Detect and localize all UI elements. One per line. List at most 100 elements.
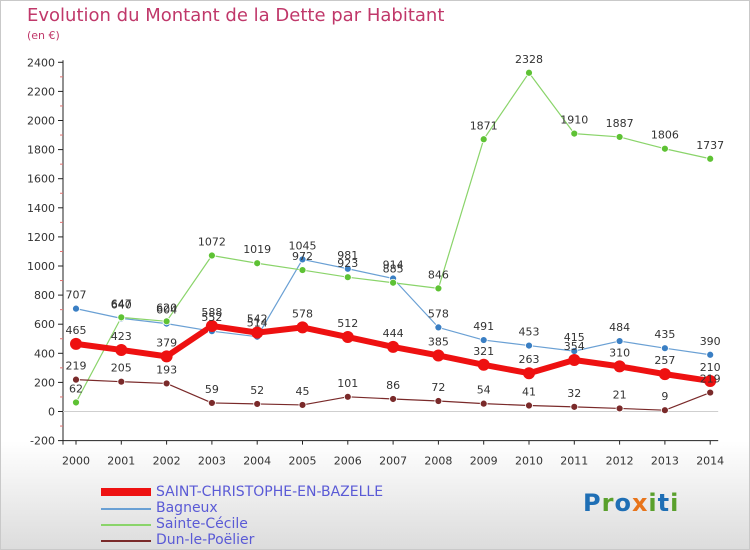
y-tick-label: 0: [48, 406, 55, 419]
data-label: 52: [250, 384, 264, 397]
legend-label: SAINT-CHRISTOPHE-EN-BAZELLE: [156, 484, 384, 500]
data-point: [343, 264, 352, 273]
data-label: 219: [66, 360, 87, 373]
data-point: [613, 360, 626, 373]
unit-label: (en €): [27, 29, 60, 42]
data-point: [570, 129, 579, 138]
data-point: [117, 313, 126, 322]
legend-label: Dun-le-Poëlier: [156, 532, 255, 548]
data-label: 9: [661, 390, 668, 403]
data-label: 59: [205, 383, 219, 396]
data-point: [615, 337, 624, 345]
data-label: 62: [69, 382, 83, 395]
data-label: 263: [519, 353, 540, 366]
data-point: [162, 379, 171, 388]
data-point: [706, 154, 715, 163]
data-point: [389, 395, 398, 403]
data-label: 846: [428, 268, 449, 281]
data-label: 578: [292, 307, 313, 320]
data-label: 72: [431, 381, 445, 394]
data-point: [615, 404, 624, 413]
y-tick-label: 1600: [27, 173, 55, 186]
data-label: 45: [296, 385, 310, 398]
x-tick-label: 2001: [107, 455, 135, 468]
data-point: [704, 374, 717, 387]
data-point: [207, 399, 216, 407]
data-point: [661, 344, 669, 353]
legend-label: Bagneux: [156, 500, 218, 516]
data-point: [661, 406, 669, 415]
x-tick-label: 2008: [424, 455, 452, 468]
data-label: 491: [473, 320, 494, 333]
data-label: 647: [111, 297, 132, 310]
data-label: 1045: [289, 239, 317, 252]
y-tick-label: 400: [34, 347, 55, 360]
logo-letter: P: [583, 489, 602, 517]
data-point: [298, 266, 307, 274]
data-label: 385: [428, 335, 449, 348]
y-tick-label: 1400: [27, 202, 55, 215]
data-label: 423: [111, 330, 132, 343]
data-point: [117, 377, 126, 386]
y-tick-label: 2400: [27, 56, 55, 69]
y-tick-label: 1800: [27, 144, 55, 157]
data-point: [389, 278, 398, 287]
y-tick-label: 2000: [27, 115, 55, 128]
proxiti-logo: Proxiti: [583, 489, 679, 517]
data-label: 604: [156, 304, 177, 317]
data-label: 219: [700, 373, 721, 386]
data-label: 415: [564, 331, 585, 344]
data-label: 972: [292, 250, 313, 263]
x-tick-label: 2003: [198, 455, 226, 468]
data-label: 54: [477, 384, 491, 397]
data-label: 484: [609, 321, 630, 334]
data-label: 923: [337, 257, 358, 270]
chart-title: Evolution du Montant de la Dette par Hab…: [27, 5, 445, 26]
data-label: 1737: [696, 139, 724, 152]
x-tick-label: 2010: [515, 455, 543, 468]
data-point: [432, 349, 445, 362]
legend-label: Sainte-Cécile: [156, 516, 248, 532]
data-point: [570, 402, 579, 411]
data-points: [70, 68, 717, 415]
data-point: [298, 401, 307, 409]
data-point: [479, 135, 488, 144]
data-label: 435: [654, 328, 675, 341]
data-label: 210: [700, 361, 721, 374]
logo-letter: x: [631, 489, 649, 517]
legend-swatch: [101, 524, 151, 526]
x-tick-label: 2004: [243, 455, 271, 468]
legend-swatch: [101, 488, 151, 496]
data-label: 2328: [515, 53, 543, 66]
data-label: 512: [337, 317, 358, 330]
data-point: [523, 367, 535, 380]
data-point: [296, 321, 309, 334]
data-label: 101: [337, 377, 358, 390]
x-tick-label: 2005: [289, 455, 317, 468]
data-label: 390: [700, 335, 721, 348]
data-point: [525, 401, 533, 410]
x-tick-label: 2002: [153, 455, 181, 468]
data-point: [477, 358, 490, 371]
data-label: 640: [111, 298, 132, 311]
axes: [58, 60, 719, 445]
x-tick-label: 2000: [62, 455, 90, 468]
data-point: [70, 337, 82, 350]
data-point: [343, 392, 352, 401]
data-point: [525, 68, 533, 77]
data-point: [72, 304, 80, 313]
data-point: [72, 398, 80, 407]
y-tick-label: 600: [34, 318, 55, 331]
data-label: 1072: [198, 236, 226, 249]
data-point: [434, 323, 443, 332]
data-label: 578: [428, 307, 449, 320]
data-point: [253, 400, 262, 408]
data-point: [661, 144, 669, 153]
data-label: 885: [383, 263, 404, 276]
x-tick-label: 2006: [334, 455, 362, 468]
data-label: 32: [567, 387, 581, 400]
logo-letter: i: [670, 489, 680, 517]
logo-letter: i: [648, 489, 658, 517]
